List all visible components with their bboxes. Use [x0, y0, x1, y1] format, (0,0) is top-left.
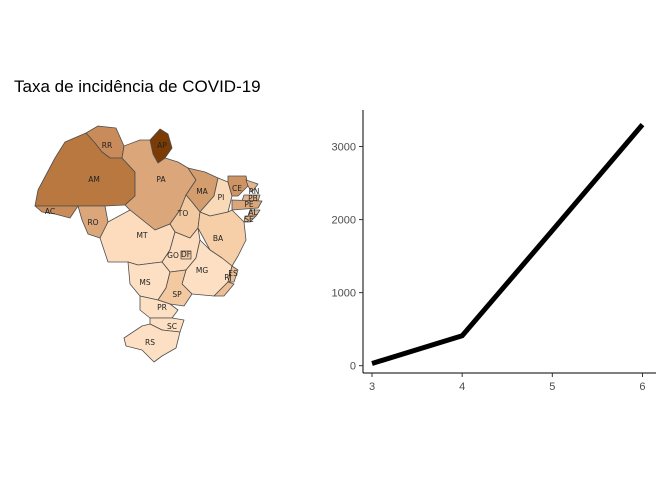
x-tick-label: 4	[459, 381, 465, 393]
state-label-pb: PB	[248, 194, 258, 203]
x-tick-label: 3	[369, 381, 375, 393]
y-tick-label: 1000	[332, 288, 356, 300]
state-label-ap: AP	[157, 141, 167, 150]
state-ce	[227, 175, 249, 197]
state-label-ac: AC	[45, 207, 55, 216]
x-tick-label: 6	[639, 381, 645, 393]
state-label-rj: RJ	[224, 273, 231, 282]
state-pe	[231, 199, 263, 211]
y-tick-label: 2000	[332, 215, 356, 227]
x-tick-label: 5	[549, 381, 555, 393]
state-label-mg: MG	[196, 266, 208, 275]
state-pr	[139, 295, 179, 319]
series-line-0	[371, 122, 645, 366]
state-label-to: TO	[177, 209, 189, 218]
state-label-pa: PA	[156, 175, 166, 184]
state-label-pr: PR	[157, 303, 167, 312]
state-label-am: AM	[88, 175, 100, 184]
state-rn	[245, 179, 259, 193]
state-label-pe: PE	[244, 200, 254, 209]
state-label-al: AL	[248, 208, 258, 217]
state-rs	[123, 323, 181, 363]
state-label-df: DF	[181, 250, 191, 259]
state-label-rn: RN	[249, 187, 260, 196]
state-label-sc: SC	[167, 322, 177, 331]
state-label-ce: CE	[232, 184, 242, 193]
state-ac	[34, 205, 79, 219]
state-label-es: ES	[228, 269, 238, 278]
state-es	[227, 265, 239, 283]
state-df	[180, 250, 192, 260]
map-title: Taxa de incidência de COVID-19	[14, 77, 261, 96]
state-label-mt: MT	[136, 231, 147, 240]
state-label-ro: RO	[87, 218, 98, 227]
state-label-ms: MS	[139, 278, 150, 287]
state-label-se: SE	[244, 215, 254, 224]
state-label-go: GO	[167, 251, 179, 260]
state-label-rr: RR	[102, 141, 112, 150]
y-tick-label: 3000	[332, 142, 356, 154]
state-ba	[197, 209, 247, 267]
state-rj	[213, 281, 235, 297]
state-label-rs: RS	[145, 338, 155, 347]
state-label-sp: SP	[172, 290, 182, 299]
state-label-pi: PI	[218, 193, 225, 202]
state-se	[243, 215, 257, 223]
state-label-ma: MA	[196, 187, 208, 196]
state-label-ba: BA	[213, 234, 224, 243]
y-tick-label: 0	[350, 361, 356, 373]
